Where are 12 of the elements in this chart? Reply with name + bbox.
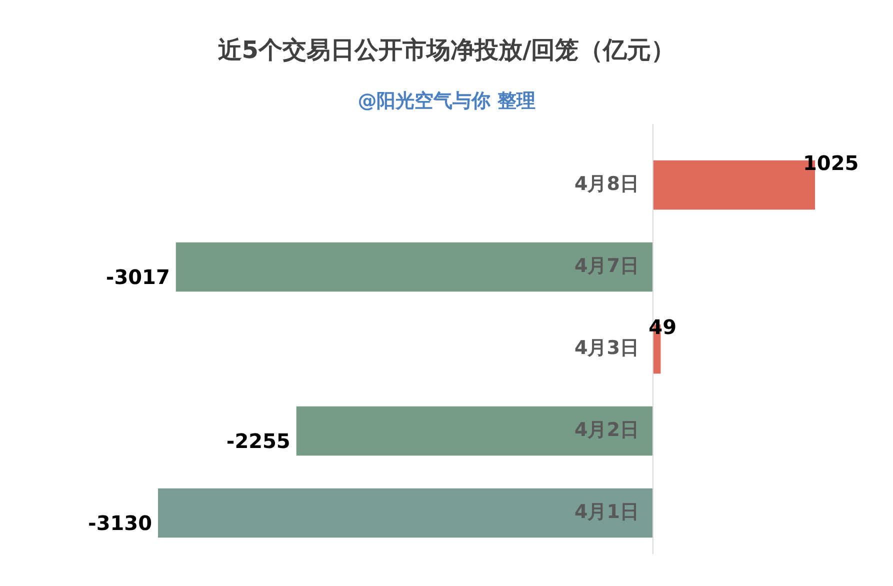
y-tick-label: 4月2日 — [574, 418, 639, 441]
y-tick-label: 4月8日 — [574, 172, 639, 195]
data-label: -2255 — [226, 429, 290, 454]
y-tick-label: 4月3日 — [574, 336, 639, 359]
data-label: -3130 — [88, 511, 152, 536]
y-tick-label: 4月1日 — [574, 500, 639, 523]
y-tick-label: 4月7日 — [574, 254, 639, 277]
data-label: 49 — [648, 315, 677, 340]
data-label: 1025 — [803, 151, 859, 176]
chart-subtitle: @阳光空气与你 整理 — [356, 89, 536, 114]
data-label: -3017 — [106, 265, 170, 290]
chart-title: 近5个交易日公开市场净投放/回笼（亿元） — [216, 35, 676, 66]
